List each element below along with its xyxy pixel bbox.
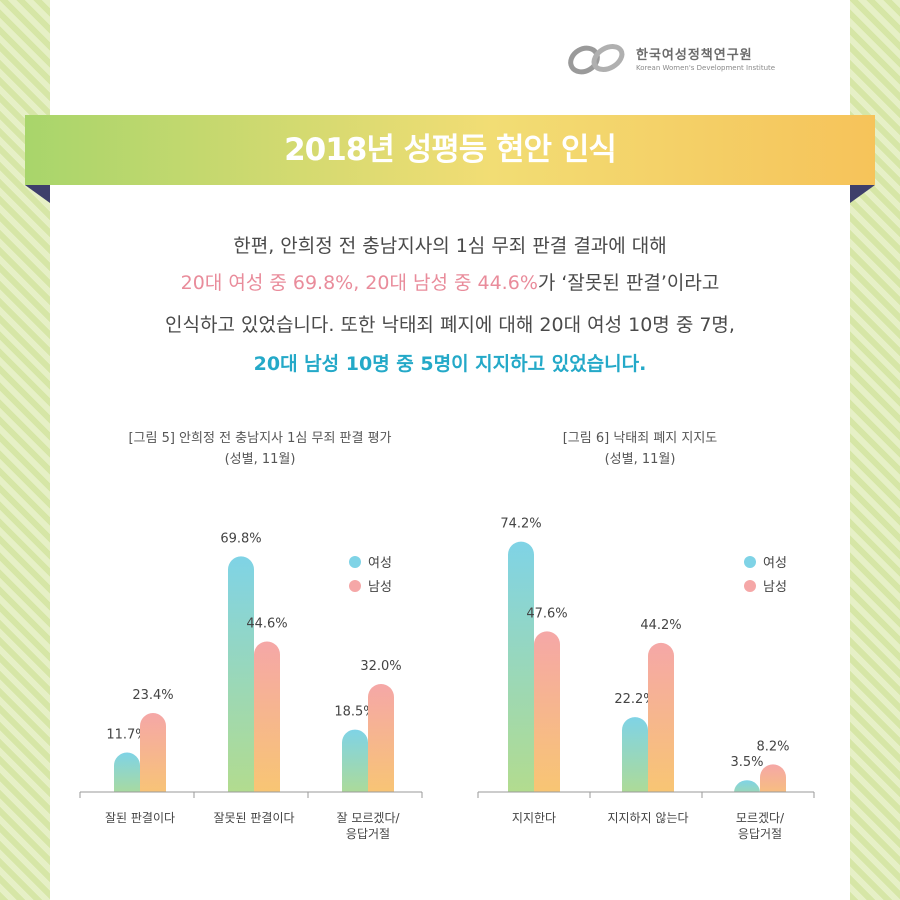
chart1-legend-dot-female: [349, 556, 361, 568]
chart2-legend-dot-female: [744, 556, 756, 568]
chart2-title: [그림 6] 낙태죄 폐지 지지도: [562, 431, 718, 446]
org-logo: 한국여성정책연구원 Korean Women's Development Ins…: [566, 40, 806, 80]
chart1-baseline-mask: [70, 792, 432, 808]
chart2-bar-female: [508, 541, 534, 805]
chart1-legend-label: 여성: [368, 556, 392, 571]
chart2-category-label: 응답거절: [738, 827, 782, 841]
page-title: 2018년 성평등 현안 인식: [284, 132, 617, 168]
chart2-title-block: [그림 6] 낙태죄 폐지 지지도 (성별, 11월): [450, 428, 830, 470]
banner-fold-left: [25, 185, 50, 203]
chart2-subtitle: (성별, 11월): [604, 452, 676, 467]
chart2-data-label: 3.5%: [730, 755, 763, 770]
chart1-data-label: 11.7%: [106, 728, 147, 743]
chart1-bar-female: [228, 556, 254, 805]
chart2-category-label: 모르겠다/: [736, 811, 785, 825]
chart1-data-label: 44.6%: [246, 616, 287, 631]
intro-line-2: 20대 여성 중 69.8%, 20대 남성 중 44.6%가 ‘잘못된 판결’…: [0, 268, 900, 295]
title-banner: 2018년 성평등 현안 인식: [25, 115, 875, 185]
banner-fold-right: [850, 185, 875, 203]
chart1-data-label: 32.0%: [360, 659, 401, 674]
intro-line-4: 20대 남성 10명 중 5명이 지지하고 있었습니다.: [253, 353, 647, 375]
chart2-legend-dot-male: [744, 580, 756, 592]
chart1-category-label: 잘못된 판결이다: [213, 811, 294, 825]
chart1-data-label: 23.4%: [132, 688, 173, 703]
chart1-data-label: 18.5%: [334, 705, 375, 720]
chart2-bar-female: [622, 717, 648, 805]
chart1-data-label: 69.8%: [220, 531, 261, 546]
intro-line-3: 인식하고 있었습니다. 또한 낙태죄 폐지에 대해 20대 여성 10명 중 7…: [165, 314, 735, 336]
intro-line-2-rest: 가 ‘잘못된 판결’이라고: [537, 272, 720, 294]
chart2-data-label: 22.2%: [614, 692, 655, 707]
chart2-data-label: 47.6%: [526, 606, 567, 621]
chart2-data-label: 74.2%: [500, 517, 541, 532]
chart1-legend-dot-male: [349, 580, 361, 592]
intro-highlight-pink: 20대 여성 중 69.8%, 20대 남성 중 44.6%: [180, 272, 538, 294]
chart2-legend-label: 여성: [763, 556, 787, 571]
chart1-subtitle: (성별, 11월): [224, 452, 296, 467]
chart2-bar-male: [648, 642, 674, 805]
chart1-bar-male: [254, 641, 280, 805]
chart1-category-label: 잘된 판결이다: [105, 811, 175, 825]
chart1-bar-male: [140, 713, 166, 805]
chart2-baseline-mask: [468, 792, 824, 808]
chart2-bar-male: [534, 631, 560, 805]
chart1-category-label: 응답거절: [346, 827, 390, 841]
chart1-legend-label: 남성: [368, 580, 392, 595]
chart1-bar-female: [342, 729, 368, 805]
chart1-bar-male: [368, 684, 394, 805]
chart2-legend-label: 남성: [763, 580, 787, 595]
intro-line-1: 한편, 안희정 전 충남지사의 1심 무죄 판결 결과에 대해: [233, 235, 667, 257]
chart2-category-label: 지지하지 않는다: [607, 811, 688, 825]
chart2-data-label: 8.2%: [756, 739, 789, 754]
chart1-title-block: [그림 5] 안희정 전 충남지사 1심 무죄 판결 평가 (성별, 11월): [70, 428, 450, 470]
chart2-category-label: 지지한다: [512, 811, 556, 825]
chart1-category-label: 잘 모르겠다/: [336, 811, 400, 825]
chart1-title: [그림 5] 안희정 전 충남지사 1심 무죄 판결 평가: [128, 431, 392, 446]
org-logo-icon: [568, 44, 625, 75]
chart2-data-label: 44.2%: [640, 618, 681, 633]
org-name: 한국여성정책연구원: [636, 48, 753, 63]
org-name-en: Korean Women's Development Institute: [636, 64, 776, 72]
